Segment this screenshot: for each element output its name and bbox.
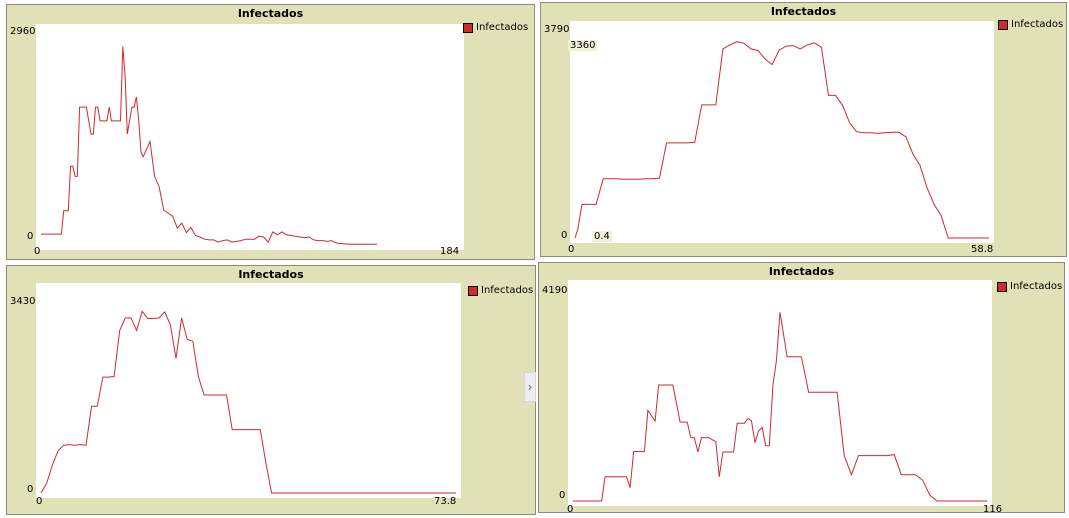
y-min-label: 0 <box>559 490 566 501</box>
chart-title: Infectados <box>768 265 835 278</box>
legend-swatch <box>997 281 1007 292</box>
chart-panel-3: Infectados 3430 0 0 73.8 Infectados <box>6 265 536 515</box>
series-line-infectados <box>40 310 456 494</box>
legend-swatch <box>998 19 1008 30</box>
y-max-label: 3790 <box>544 24 570 35</box>
legend-swatch <box>468 285 478 296</box>
x-min-label: 0 <box>568 244 575 255</box>
y-max-label: 3430 <box>10 296 36 307</box>
x-max-label: 73.8 <box>434 496 457 507</box>
y-coord-readout: 3360 <box>568 40 598 51</box>
chart-svg <box>574 41 989 239</box>
x-max-label: 184 <box>440 246 460 257</box>
x-min-label: 0 <box>36 496 43 507</box>
plot-area <box>570 21 994 243</box>
legend-label: Infectados <box>476 22 529 33</box>
y-min-label: 0 <box>27 231 34 242</box>
plot-area <box>568 280 992 506</box>
x-max-label: 116 <box>983 504 1003 515</box>
plot-area <box>36 283 461 498</box>
legend: Infectados <box>998 19 1063 30</box>
y-min-label: 0 <box>561 230 568 241</box>
collapse-handle[interactable]: › <box>524 372 536 402</box>
legend-label: Infectados <box>1011 19 1064 30</box>
y-max-label: 2960 <box>10 26 36 37</box>
legend: Infectados <box>463 22 528 33</box>
legend-swatch <box>463 22 473 33</box>
chart-panel-4: Infectados 4190 0 0 116 Infectados <box>538 262 1065 515</box>
x-min-label: 0 <box>34 246 41 257</box>
legend: Infectados <box>997 281 1062 292</box>
x-coord-readout: 0.4 <box>592 231 612 242</box>
chart-panel-1: Infectados 2960 0 0 184 Infectados <box>6 4 535 260</box>
x-max-label: 58.8 <box>971 244 994 255</box>
chart-title: Infectados <box>770 5 837 18</box>
chart-title: Infectados <box>238 268 304 281</box>
chart-title: Infectados <box>237 7 304 20</box>
series-line-infectados <box>573 312 987 502</box>
series-line-infectados <box>574 41 989 239</box>
legend-label: Infectados <box>1010 281 1063 292</box>
legend-label: Infectados <box>481 285 534 296</box>
plot-area <box>36 24 464 250</box>
x-min-label: 0 <box>567 504 574 515</box>
chart-svg <box>40 310 456 494</box>
chart-panel-2: Infectados 3790 0 0 58.8 3360 0.4 Infect… <box>540 2 1067 257</box>
chart-svg <box>41 46 378 245</box>
chart-svg <box>573 312 987 502</box>
y-min-label: 0 <box>27 484 34 495</box>
series-line-infectados <box>41 46 378 245</box>
y-max-label: 4190 <box>542 285 568 296</box>
legend: Infectados <box>468 285 533 296</box>
